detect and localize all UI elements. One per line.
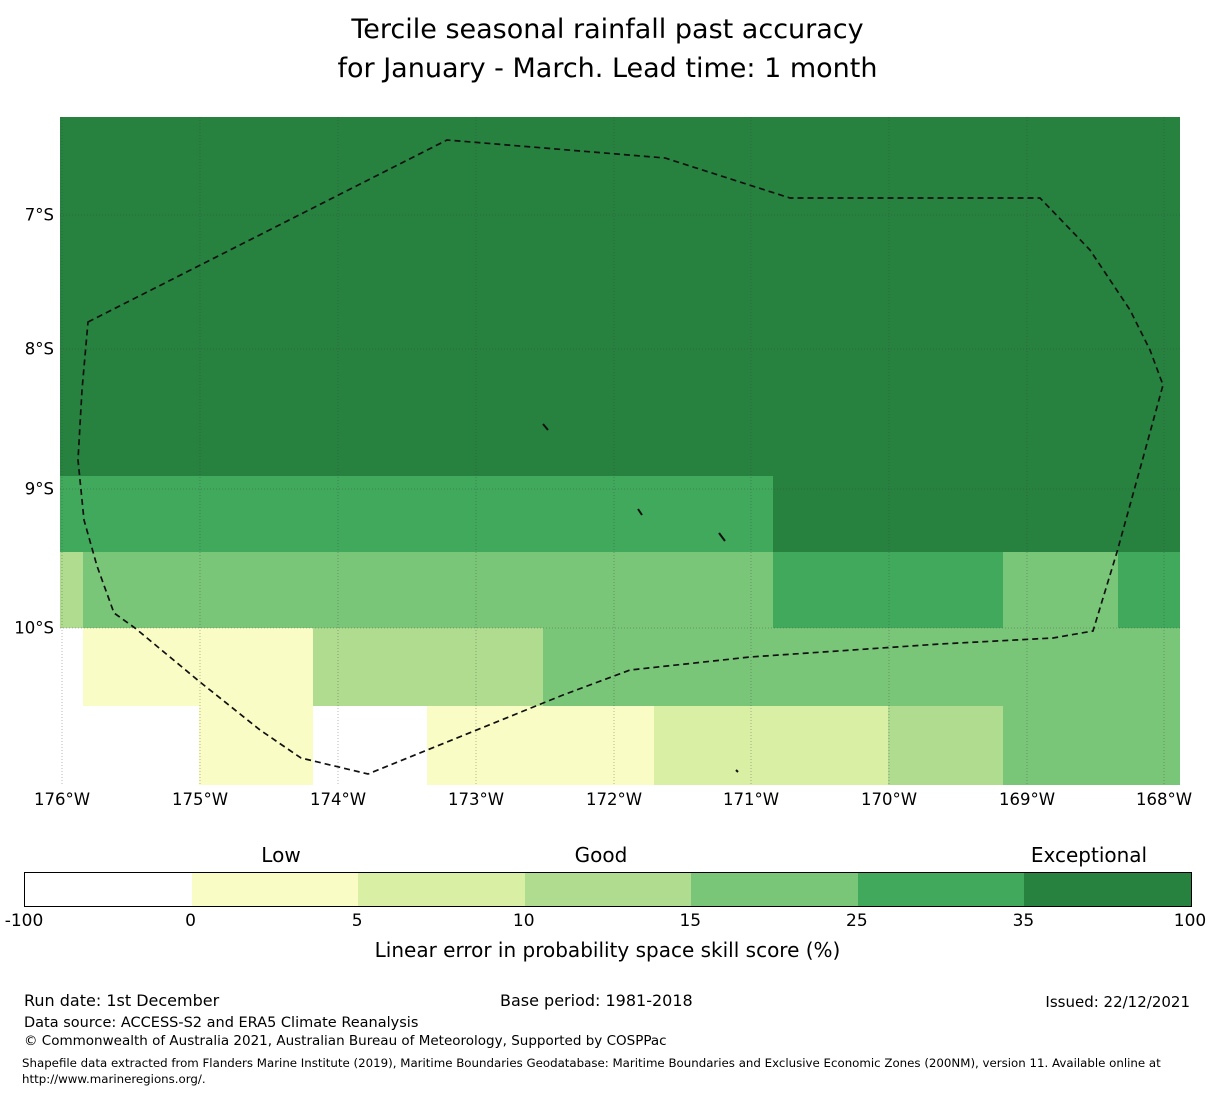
map-cell	[888, 706, 1003, 785]
x-tick-label: 171°W	[722, 790, 780, 809]
map-cell	[83, 552, 773, 628]
colorbar-tick-label: 25	[846, 911, 868, 931]
colorbar-tick-label: 100	[1173, 911, 1207, 931]
map-cell	[60, 476, 773, 552]
colorbar-tick-label: 0	[185, 911, 196, 931]
shapefile-attribution-line2: http://www.marineregions.org/.	[22, 1072, 206, 1086]
colorbar-tick-label: 5	[351, 911, 363, 931]
x-tick-label: 170°W	[860, 790, 918, 809]
x-tick-label: 175°W	[171, 790, 229, 809]
data-source-text: Data source: ACCESS-S2 and ERA5 Climate …	[24, 1015, 419, 1031]
map-cell	[313, 628, 543, 706]
issued-date-text: Issued: 22/12/2021	[1045, 993, 1190, 1011]
colorbar-category-label: Low	[261, 843, 301, 867]
x-tick-label: 173°W	[447, 790, 505, 809]
shapefile-attribution-line1: Shapefile data extracted from Flanders M…	[22, 1056, 1161, 1070]
colorbar-segment	[857, 873, 1025, 906]
map-cell	[1003, 552, 1118, 628]
colorbar-segment	[691, 873, 858, 906]
map-cell	[543, 628, 1180, 706]
colorbar-segment	[524, 873, 692, 906]
map-cell	[83, 628, 313, 706]
colorbar-segment	[358, 873, 525, 906]
map-cell	[427, 706, 654, 785]
x-tick-label: 174°W	[309, 790, 367, 809]
map-cell	[60, 552, 83, 628]
colorbar	[24, 872, 1192, 907]
colorbar-tick-label: 35	[1012, 911, 1035, 931]
colorbar-segment	[191, 873, 359, 906]
colorbar-tick-label: 15	[679, 911, 702, 931]
colorbar-category-label: Exceptional	[1030, 843, 1148, 867]
y-tick-label: 9°S	[24, 479, 54, 499]
x-tick-label: 172°W	[585, 790, 643, 809]
map-cell	[773, 476, 1180, 552]
map-cell	[199, 706, 313, 785]
chart-title: Tercile seasonal rainfall past accuracy …	[0, 10, 1215, 88]
y-tick-label: 7°S	[24, 205, 54, 225]
map-plot-area	[60, 117, 1180, 785]
x-tick-label: 168°W	[1135, 790, 1193, 809]
colorbar-segment	[25, 873, 192, 906]
colorbar-tick-label: -100	[4, 911, 44, 931]
y-tick-label: 10°S	[14, 618, 54, 638]
run-date-text: Run date: 1st December	[24, 991, 220, 1010]
shapefile-attribution-text: Shapefile data extracted from Flanders M…	[22, 1055, 1202, 1087]
colorbar-category-label: Good	[574, 843, 628, 867]
map-cell	[60, 117, 1180, 476]
map-cell	[773, 552, 1003, 628]
map-cell	[1118, 552, 1180, 628]
y-tick-label: 8°S	[24, 339, 54, 359]
x-tick-label: 176°W	[33, 790, 91, 809]
map-cell	[654, 706, 888, 785]
chart-title-line1: Tercile seasonal rainfall past accuracy	[351, 14, 864, 45]
chart-title-line2: for January - March. Lead time: 1 month	[337, 53, 878, 84]
base-period-text: Base period: 1981-2018	[500, 991, 693, 1010]
colorbar-tick-label: 10	[512, 911, 535, 931]
colorbar-segment	[1024, 873, 1191, 906]
copyright-text: © Commonwealth of Australia 2021, Austra…	[24, 1033, 667, 1049]
x-tick-label: 169°W	[998, 790, 1056, 809]
map-cell	[1003, 706, 1180, 785]
colorbar-axis-label: Linear error in probability space skill …	[374, 938, 841, 962]
